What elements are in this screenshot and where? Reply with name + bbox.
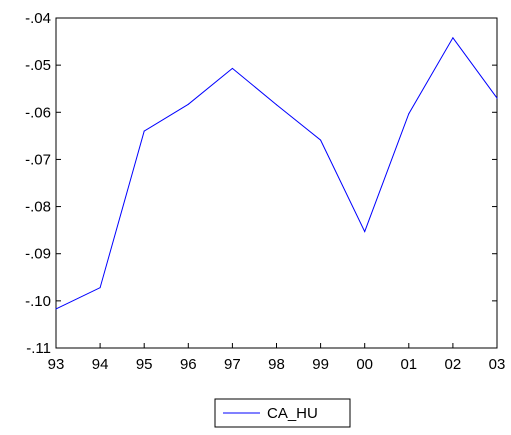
y-tick-label: -.05 <box>25 57 51 74</box>
y-tick-label: -.11 <box>26 340 51 357</box>
x-tick-label: 97 <box>224 356 241 373</box>
y-tick-label: -.08 <box>25 199 51 216</box>
y-tick-label: -.07 <box>25 151 51 168</box>
data-point <box>143 130 145 132</box>
x-tick-label: 98 <box>268 356 285 373</box>
x-tick-label: 99 <box>312 356 329 373</box>
data-point <box>187 103 189 105</box>
y-tick-label: -.09 <box>25 246 51 263</box>
y-tick-label: -.10 <box>25 293 51 310</box>
x-tick-label: 02 <box>445 356 462 373</box>
data-point <box>320 139 322 141</box>
series-layer <box>55 36 498 310</box>
x-tick-label: 01 <box>400 356 417 373</box>
data-point <box>452 37 454 39</box>
legend-label: CA_HU <box>267 405 318 422</box>
x-tick-label: 93 <box>48 356 65 373</box>
x-tick-label: 95 <box>136 356 153 373</box>
plot-frame <box>55 17 498 349</box>
data-point <box>276 104 277 106</box>
x-tick-label: 03 <box>489 356 506 373</box>
x-axis: 93 94 95 96 97 98 99 00 01 02 03 <box>48 343 506 373</box>
data-point <box>408 113 410 115</box>
legend: CA_HU <box>214 398 351 428</box>
x-tick-label: 94 <box>92 356 109 373</box>
y-tick-label: -.06 <box>25 104 51 121</box>
y-axis: -.04 -.05 -.06 -.07 -.08 -.09 -.10 -.11 <box>25 10 497 357</box>
y-tick-label: -.04 <box>25 10 51 27</box>
data-point <box>364 231 366 233</box>
x-tick-label: 00 <box>356 356 373 373</box>
data-point <box>99 287 101 289</box>
data-point <box>496 97 498 99</box>
data-point <box>231 67 233 69</box>
x-tick-label: 96 <box>180 356 197 373</box>
data-point <box>55 308 57 310</box>
